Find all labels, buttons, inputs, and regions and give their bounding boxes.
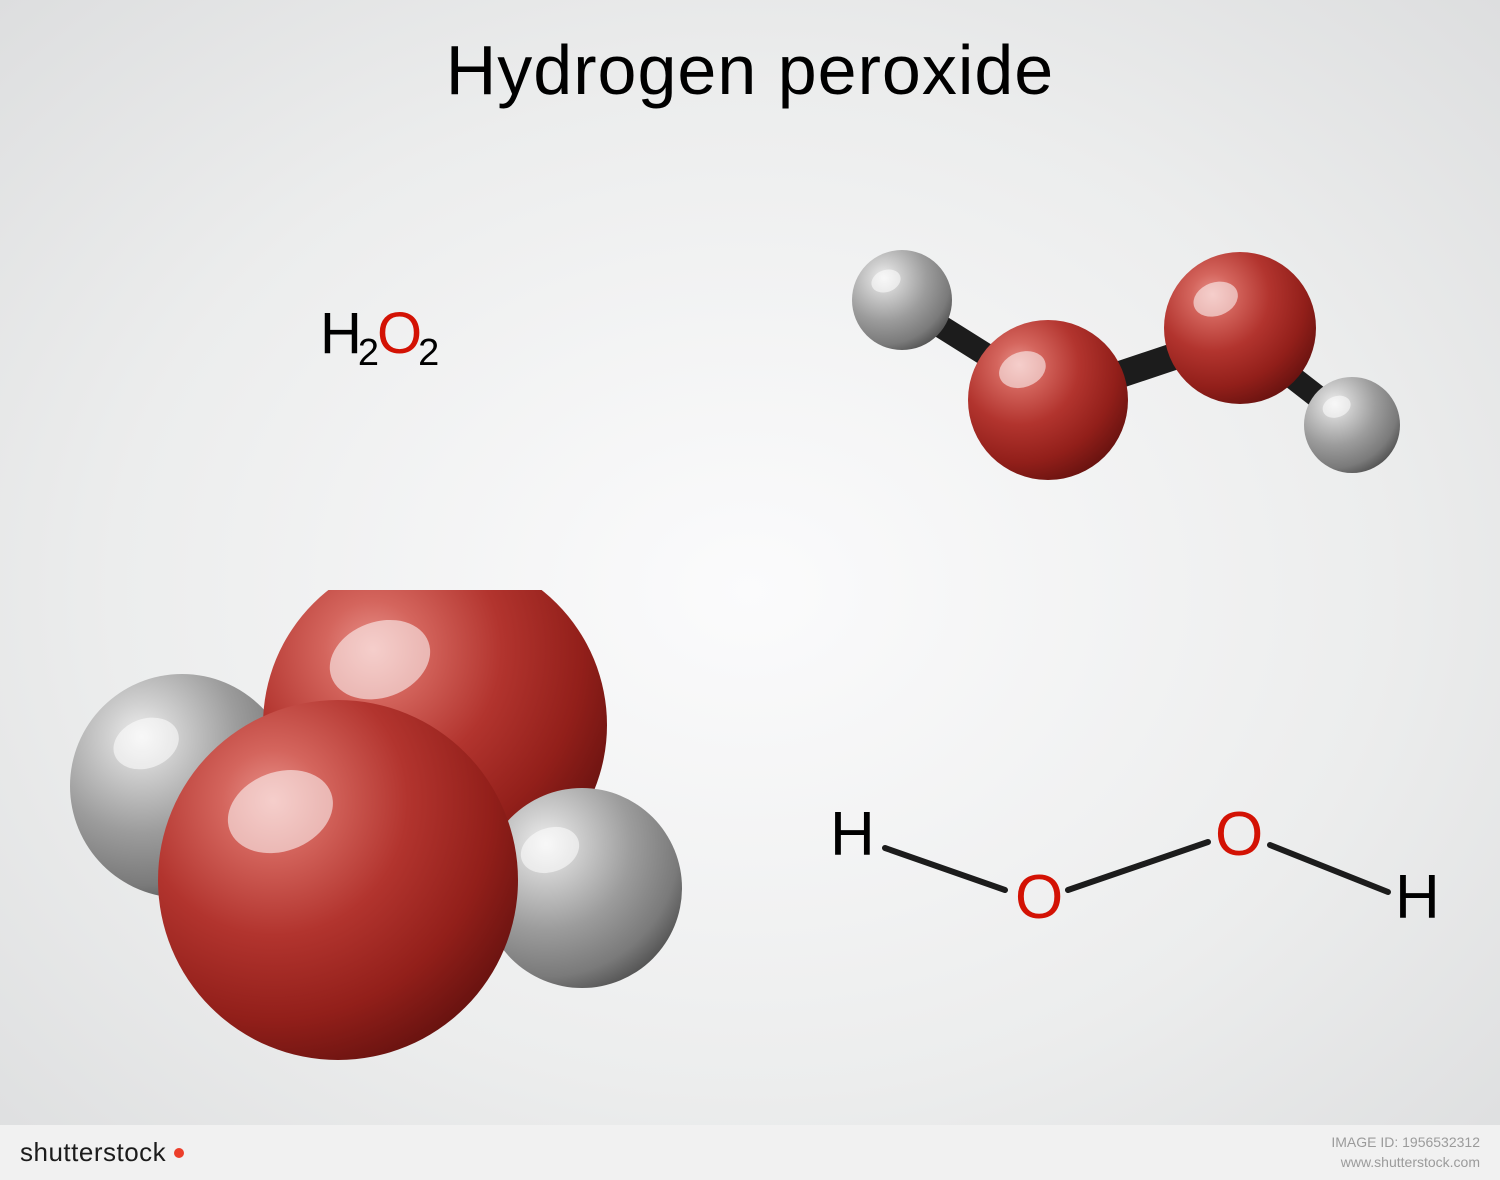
structural-formula: HOOH — [830, 790, 1480, 990]
diagram-canvas: Hydrogen peroxide H2O2 H O O H — [0, 0, 1500, 1180]
brand-dot-icon — [174, 1148, 184, 1158]
footer-link: www.shutterstock.com — [1331, 1153, 1480, 1173]
svg-text:H: H — [830, 800, 875, 869]
image-id: IMAGE ID: 1956532312 — [1331, 1133, 1480, 1153]
title: Hydrogen peroxide — [0, 30, 1500, 110]
ball-stick-model — [840, 210, 1460, 540]
brand-text: shutterstock — [20, 1137, 166, 1168]
svg-text:O: O — [1015, 863, 1063, 932]
image-id-block: IMAGE ID: 1956532312 www.shutterstock.co… — [1331, 1133, 1480, 1172]
space-filling-model — [70, 590, 750, 1110]
svg-text:H: H — [1395, 863, 1440, 932]
molecular-formula: H2O2 — [320, 300, 437, 375]
footer-bar: shutterstock IMAGE ID: 1956532312 www.sh… — [0, 1125, 1500, 1180]
brand-logo: shutterstock — [20, 1137, 184, 1168]
svg-text:O: O — [1215, 800, 1263, 869]
